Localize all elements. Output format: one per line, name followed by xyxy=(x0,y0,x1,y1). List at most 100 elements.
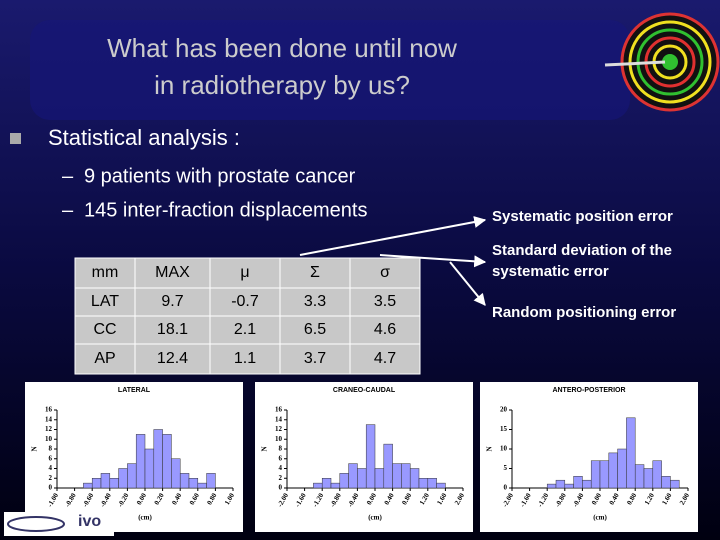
table-cell xyxy=(209,287,281,317)
bar xyxy=(599,460,610,489)
bar xyxy=(634,464,645,489)
bar xyxy=(91,478,102,489)
bar xyxy=(313,482,323,489)
bar xyxy=(127,463,137,489)
bar xyxy=(409,468,420,489)
arrow xyxy=(449,261,486,306)
y-tick-label: 2 xyxy=(279,474,283,482)
bullet: Statistical analysis : xyxy=(48,125,240,150)
y-tick-label: 0 xyxy=(49,484,53,492)
bar xyxy=(608,452,618,489)
cell-text: 12.4 xyxy=(157,350,188,367)
sub-bullet: 145 inter-fraction displacements xyxy=(84,199,367,221)
cell-text: CC xyxy=(93,321,116,338)
bar xyxy=(652,460,662,489)
cell-text: MAX xyxy=(155,264,190,281)
bar xyxy=(339,473,349,489)
chart-title: ANTERO-POSTERIOR xyxy=(552,387,625,394)
bar xyxy=(401,463,411,489)
y-tick-label: 14 xyxy=(275,415,283,423)
bar xyxy=(197,482,207,489)
bar xyxy=(171,458,181,489)
y-tick-label: 12 xyxy=(45,425,53,433)
annotation: Systematic position error xyxy=(492,208,673,225)
bar xyxy=(392,463,402,489)
table-cell xyxy=(349,287,421,317)
table-cell xyxy=(74,315,136,345)
bar xyxy=(670,479,680,489)
logo: ivo xyxy=(4,512,114,536)
y-tick-label: 15 xyxy=(500,425,508,433)
cell-text: 3.5 xyxy=(374,293,396,310)
bar xyxy=(582,479,592,489)
table-cell xyxy=(134,287,211,317)
arrow xyxy=(379,254,487,268)
y-tick-label: 14 xyxy=(45,415,53,423)
bar xyxy=(573,476,583,489)
y-tick-label: 4 xyxy=(279,464,283,472)
y-tick-label: 6 xyxy=(49,454,53,462)
chart-title: CRANEO-CAUDAL xyxy=(333,387,396,394)
y-tick-label: 6 xyxy=(279,454,283,462)
y-tick-label: 10 xyxy=(45,435,53,443)
y-tick-label: 8 xyxy=(279,445,283,453)
x-axis-label: (cm) xyxy=(368,514,382,522)
target-icon xyxy=(604,12,720,112)
cell-text: mm xyxy=(92,264,119,281)
bar xyxy=(546,483,557,489)
bar xyxy=(436,482,446,489)
y-tick-label: 10 xyxy=(500,445,508,453)
bar xyxy=(83,482,93,489)
cell-text: AP xyxy=(94,350,115,367)
bar xyxy=(357,468,367,489)
title-panel xyxy=(30,20,630,120)
cell-text: -0.7 xyxy=(231,293,259,310)
bar xyxy=(374,468,385,489)
cell-text: 3.3 xyxy=(304,293,326,310)
y-tick-label: 16 xyxy=(45,406,53,414)
y-tick-label: 12 xyxy=(275,425,283,433)
bar xyxy=(118,468,128,489)
x-axis-label: (cm) xyxy=(593,514,607,522)
y-tick-label: 0 xyxy=(279,484,283,492)
cell-text: 2.1 xyxy=(234,321,256,338)
bar xyxy=(348,463,358,489)
y-tick-label: 16 xyxy=(275,406,283,414)
cell-text: Σ xyxy=(310,264,320,281)
bar xyxy=(321,478,332,489)
bar xyxy=(162,434,172,489)
bar xyxy=(144,448,155,489)
chart-title: LATERAL xyxy=(118,387,151,394)
y-tick-label: 4 xyxy=(49,464,53,472)
cell-text: 9.7 xyxy=(161,293,183,310)
dash: – xyxy=(62,199,74,221)
dash: – xyxy=(62,165,74,187)
table-cell xyxy=(134,343,211,375)
arrow xyxy=(299,216,487,256)
chart-background xyxy=(255,382,473,532)
y-axis-label: N xyxy=(31,446,39,451)
title-line: in radiotherapy by us? xyxy=(154,70,410,100)
bullet-marker xyxy=(10,133,21,144)
bar xyxy=(100,473,111,489)
y-tick-label: 5 xyxy=(504,464,508,472)
table-cell xyxy=(209,343,281,375)
y-tick-label: 0 xyxy=(504,484,508,492)
table-cell xyxy=(209,257,281,289)
bar xyxy=(206,473,216,489)
annotation: Random positioning error xyxy=(492,304,676,321)
bar xyxy=(418,478,429,489)
cell-text: σ xyxy=(380,264,390,281)
bar xyxy=(427,478,437,489)
bar xyxy=(135,434,146,489)
table-cell xyxy=(134,315,211,345)
table-cell xyxy=(349,257,421,289)
annotation: systematic error xyxy=(492,263,609,280)
bar xyxy=(179,473,190,489)
bar xyxy=(383,443,393,489)
bar xyxy=(188,478,199,489)
